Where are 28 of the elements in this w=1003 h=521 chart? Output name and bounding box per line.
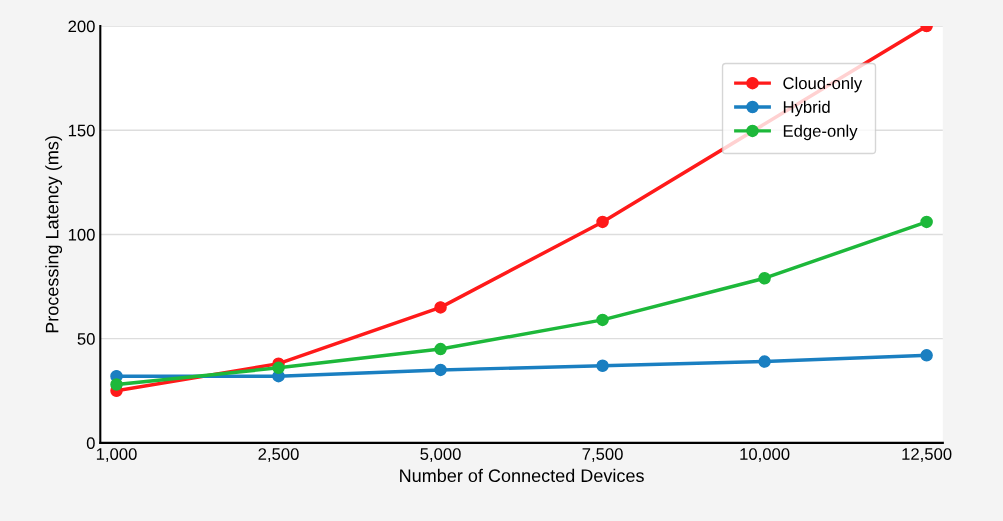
point [434, 301, 447, 314]
point [596, 359, 609, 372]
point [920, 349, 933, 362]
point [272, 361, 285, 375]
point [596, 313, 609, 327]
point [434, 363, 447, 377]
y-axis-title: Processing Latency (ms) [45, 136, 63, 333]
x-tick-label: 7,500 [582, 448, 623, 462]
legend-label: Hybrid [783, 100, 830, 117]
point [434, 342, 447, 356]
point [920, 215, 933, 229]
y-tick-label: 100 [68, 228, 95, 241]
x-tick-label: 1,000 [96, 448, 137, 462]
x-axis-title: Number of Connected Devices [400, 468, 644, 483]
legend-label: Cloud-only [783, 76, 863, 93]
x-tick-label: 5,000 [420, 448, 461, 462]
point [596, 215, 609, 229]
x-tick-label: 10,000 [740, 448, 790, 462]
y-tick-label: 200 [68, 20, 95, 33]
y-tick-label: 50 [77, 333, 95, 345]
y-tick-label: 150 [68, 124, 95, 137]
legend-label: Edge-only [783, 124, 858, 141]
point [758, 355, 771, 368]
x-tick-label: 2,500 [258, 448, 299, 462]
point [758, 271, 771, 285]
x-tick-label: 12,500 [902, 448, 952, 462]
point [110, 378, 123, 391]
y-tick-label: 0 [86, 437, 95, 450]
